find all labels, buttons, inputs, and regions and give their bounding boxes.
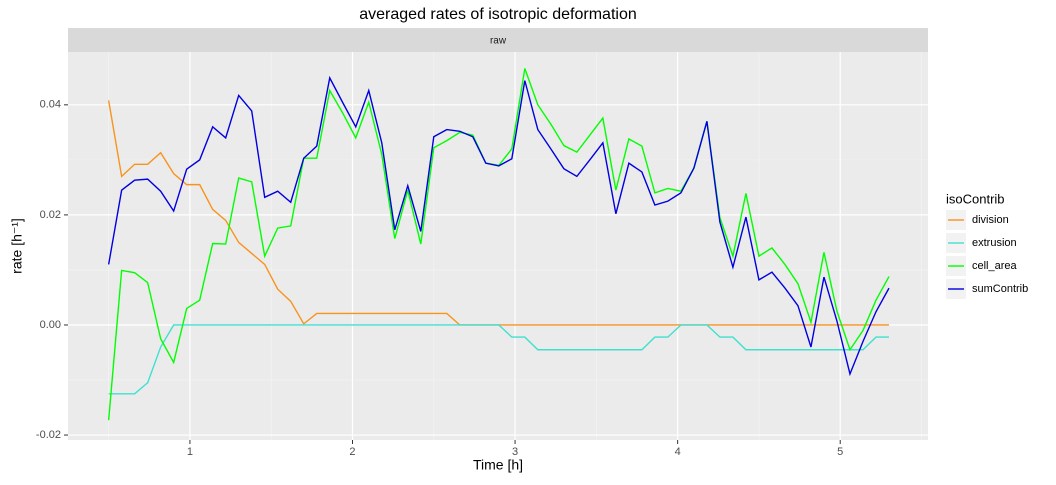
legend-label: extrusion: [972, 237, 1017, 249]
y-axis-title: rate [h⁻¹]: [9, 218, 25, 274]
legend-label: sumContrib: [972, 283, 1028, 295]
x-axis-title: Time [h]: [473, 457, 523, 473]
x-tick-label: 4: [675, 446, 681, 458]
facet-label: raw: [490, 36, 507, 47]
legend-title: isoContrib: [946, 191, 1005, 206]
legend-label: cell_area: [972, 260, 1018, 272]
series-line: [107, 75, 890, 377]
series-line: [108, 324, 889, 395]
x-tick-label: 5: [837, 446, 843, 458]
chart-title: averaged rates of isotropic deformation: [359, 6, 636, 23]
legend-label: division: [972, 214, 1009, 226]
y-tick-label: 0.00: [40, 319, 61, 331]
x-tick-label: 1: [187, 446, 193, 458]
y-tick-label: 0.04: [40, 99, 61, 111]
x-tick-label: 3: [512, 446, 518, 458]
x-tick-label: 2: [349, 446, 355, 458]
panel: [68, 52, 928, 440]
y-tick-label: -0.02: [36, 429, 61, 441]
facet-strip: [68, 28, 928, 52]
y-tick-label: 0.02: [40, 209, 61, 221]
